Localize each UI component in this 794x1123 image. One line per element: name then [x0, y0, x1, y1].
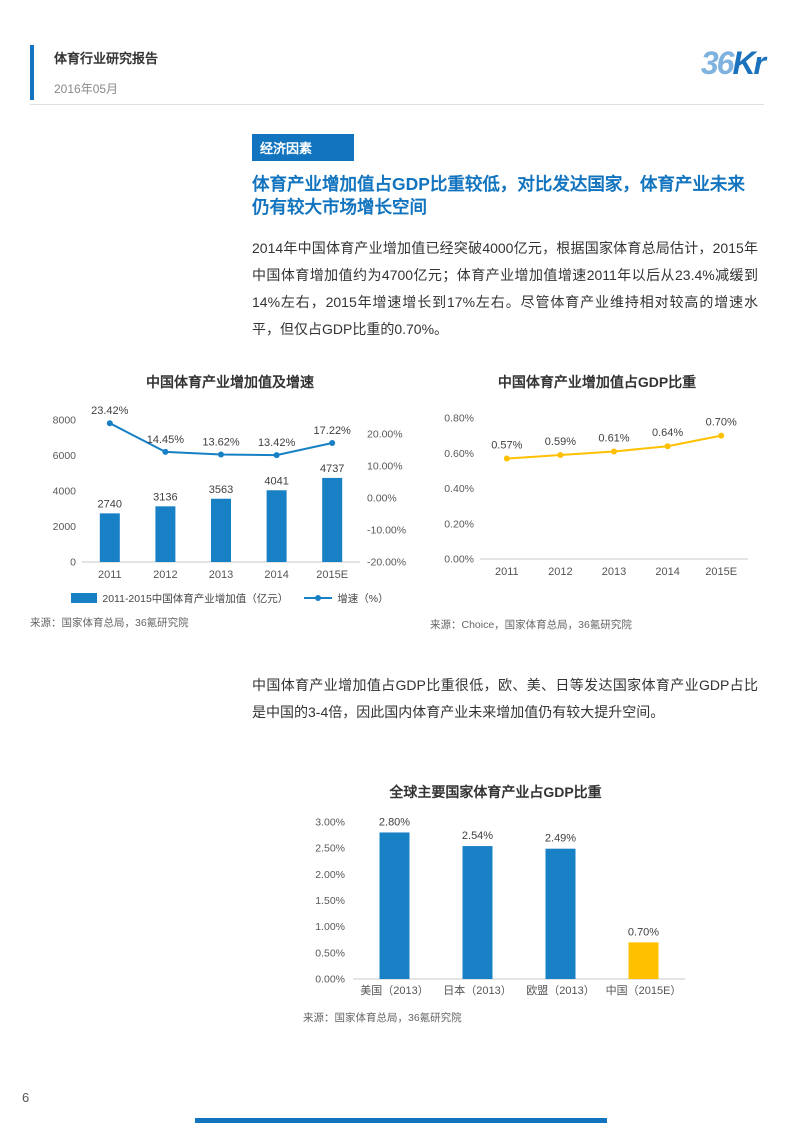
paragraph-2: 中国体育产业增加值占GDP比重很低，欧、美、日等发达国家体育产业GDP占比是中国… [252, 677, 758, 720]
svg-text:0.00%: 0.00% [444, 554, 474, 566]
svg-text:14.45%: 14.45% [147, 434, 185, 446]
svg-text:13.62%: 13.62% [202, 437, 240, 449]
svg-text:0.59%: 0.59% [545, 436, 576, 448]
svg-text:0: 0 [70, 557, 76, 569]
svg-text:8000: 8000 [53, 415, 77, 427]
header-divider [30, 104, 764, 105]
svg-text:日本（2013）: 日本（2013） [443, 983, 511, 997]
svg-text:10.00%: 10.00% [367, 461, 403, 473]
svg-text:23.42%: 23.42% [91, 405, 129, 417]
svg-text:2740: 2740 [98, 498, 122, 510]
svg-text:3136: 3136 [153, 491, 177, 503]
svg-text:1.50%: 1.50% [315, 895, 345, 907]
svg-text:3.00%: 3.00% [315, 817, 345, 829]
svg-text:2015E: 2015E [316, 569, 348, 581]
global-gdp-share-bar-chart: 全球主要国家体育产业占GDP比重 0.00% 0.50% 1.00% 1.50% 2.0… [293, 782, 698, 1025]
svg-text:2012: 2012 [548, 566, 572, 578]
intro-section: 经济因素 体育产业增加值占GDP比重较低，对比发达国家，体育产业未来仍有较大市场… [252, 134, 758, 343]
svg-text:2013: 2013 [209, 569, 233, 581]
chart1-legend: 2011-2015中国体育产业增加值（亿元） 增速（%） [30, 591, 430, 605]
report-title: 体育行业研究报告 [54, 51, 159, 66]
section-badge: 经济因素 [252, 134, 355, 161]
legend-item-bars: 2011-2015中国体育产业增加值（亿元） [71, 591, 288, 606]
svg-text:3563: 3563 [209, 484, 233, 496]
svg-text:2011: 2011 [98, 569, 122, 581]
svg-text:0.00%: 0.00% [315, 974, 345, 986]
svg-text:0.70%: 0.70% [628, 926, 659, 938]
chart2-source: 来源：Choice，国家体育总局，36氪研究院 [430, 619, 632, 631]
gdp-share-line-chart: 中国体育产业增加值占GDP比重 0.00% 0.20% 0.40% 0.60% 0.80… [430, 372, 764, 632]
svg-text:0.80%: 0.80% [444, 413, 474, 425]
svg-text:2.00%: 2.00% [315, 869, 345, 881]
svg-text:2.50%: 2.50% [315, 843, 345, 855]
svg-text:0.60%: 0.60% [444, 448, 474, 460]
report-date: 2016年05月 [54, 82, 119, 96]
svg-text:2.49%: 2.49% [545, 833, 576, 845]
svg-text:20.00%: 20.00% [367, 429, 403, 441]
chart3-title: 全球主要国家体育产业占GDP比重 [389, 784, 602, 800]
paragraph-1: 2014年中国体育产业增加值已经突破4000亿元，根据国家体育总局估计，2015… [252, 240, 758, 338]
line-swatch-icon [304, 595, 333, 601]
chart1-source: 来源：国家体育总局，36氪研究院 [30, 617, 189, 629]
header-text: 体育行业研究报告 2016年05月 [54, 45, 158, 100]
svg-text:0.61%: 0.61% [598, 432, 629, 444]
svg-text:-10.00%: -10.00% [367, 525, 406, 537]
svg-text:0.70%: 0.70% [706, 417, 737, 429]
logo-kr-text: Kr [732, 45, 766, 81]
svg-text:中国（2015E）: 中国（2015E） [606, 984, 682, 997]
page-number: 6 [22, 1090, 30, 1105]
svg-text:2.80%: 2.80% [379, 816, 410, 828]
svg-text:0.50%: 0.50% [315, 947, 345, 959]
chart3-source: 来源：国家体育总局，36氪研究院 [303, 1012, 462, 1024]
svg-text:2013: 2013 [602, 566, 626, 578]
svg-text:17.22%: 17.22% [314, 425, 352, 437]
svg-text:2014: 2014 [264, 569, 288, 581]
svg-text:4737: 4737 [320, 463, 344, 475]
svg-text:4000: 4000 [53, 486, 77, 498]
svg-text:美国（2013）: 美国（2013） [360, 984, 428, 997]
logo-36-text: 36 [700, 45, 735, 81]
value-growth-combo-chart: 中国体育产业增加值及增速 0 2000 4000 6000 8000 -20.00% -10… [30, 372, 430, 632]
svg-text:欧盟（2013）: 欧盟（2013） [526, 984, 594, 997]
chart1-canvas: 0 2000 4000 6000 8000 -20.00% -10.00% 0.00% 10.0… [53, 405, 406, 581]
svg-text:4041: 4041 [264, 475, 288, 487]
svg-text:0.40%: 0.40% [444, 483, 474, 495]
chart2-title: 中国体育产业增加值占GDP比重 [497, 374, 697, 390]
36kr-logo: 36Kr [700, 45, 766, 81]
svg-text:0.64%: 0.64% [652, 427, 683, 439]
bar-swatch-icon [71, 593, 98, 603]
header-accent-bar [30, 45, 34, 100]
svg-text:6000: 6000 [53, 450, 77, 462]
svg-text:2015E: 2015E [705, 566, 737, 578]
legend-line-label: 增速（%） [337, 592, 389, 605]
svg-text:13.42%: 13.42% [258, 437, 296, 449]
svg-text:0.57%: 0.57% [491, 440, 522, 452]
svg-text:-20.00%: -20.00% [367, 557, 406, 569]
svg-text:0.20%: 0.20% [444, 518, 474, 530]
svg-text:2.54%: 2.54% [462, 830, 493, 842]
section-heading: 体育产业增加值占GDP比重较低，对比发达国家，体育产业未来仍有较大市场增长空间 [252, 174, 745, 218]
svg-text:2012: 2012 [153, 569, 177, 581]
chart2-canvas: 0.00% 0.20% 0.40% 0.60% 0.80% 0.57% 2011 0.59% 2… [444, 413, 748, 578]
svg-text:1.00%: 1.00% [315, 921, 345, 933]
charts-row: 中国体育产业增加值及增速 0 2000 4000 6000 8000 -20.00% -10… [30, 372, 764, 632]
legend-item-line: 增速（%） [304, 591, 389, 606]
bottom-accent-bar [195, 1118, 607, 1123]
header-title-group: 体育行业研究报告 2016年05月 [30, 45, 158, 100]
legend-bar-label: 2011-2015中国体育产业增加值（亿元） [102, 592, 289, 605]
page-header: 体育行业研究报告 2016年05月 36Kr [30, 45, 766, 100]
chart3-canvas: 0.00% 0.50% 1.00% 1.50% 2.00% 2.50% 3.00% 2.80%… [315, 816, 685, 997]
svg-text:2014: 2014 [655, 566, 679, 578]
svg-text:0.00%: 0.00% [367, 493, 397, 505]
svg-text:2000: 2000 [53, 521, 77, 533]
chart1-title: 中国体育产业增加值及增速 [146, 374, 314, 390]
svg-text:2011: 2011 [495, 566, 519, 578]
